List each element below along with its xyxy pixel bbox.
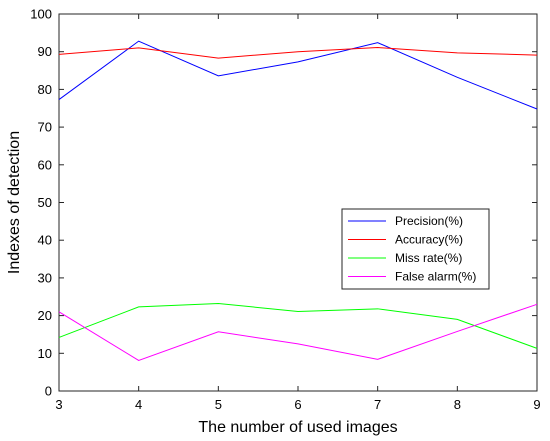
x-tick-label: 9 [533, 397, 540, 412]
y-tick-label: 30 [38, 270, 52, 285]
legend-label: Accuracy(%) [395, 233, 463, 247]
x-tick-label: 4 [135, 397, 142, 412]
legend-label: False alarm(%) [395, 270, 476, 284]
series-lines [58, 40, 538, 362]
x-tick-label: 8 [454, 397, 461, 412]
y-tick-label: 70 [38, 120, 52, 135]
y-tick-label: 0 [45, 384, 52, 399]
y-tick-label: 10 [38, 346, 52, 361]
x-axis-title: The number of used images [198, 419, 397, 436]
legend-label: Miss rate(%) [395, 251, 462, 265]
series-line-4 [58, 303, 538, 362]
x-tick-label: 3 [55, 397, 62, 412]
x-tick-label: 6 [294, 397, 301, 412]
legend-box [341, 208, 490, 290]
legend: Precision(%) Accuracy(%) Miss rate(%) False… [341, 208, 490, 290]
y-axis-title: Indexes of detection [6, 131, 23, 274]
y-tick-label: 50 [38, 195, 52, 210]
y-tick-label: 90 [38, 44, 52, 59]
y-tick-label: 100 [30, 7, 52, 22]
plot-frame [58, 13, 538, 392]
series-line-2 [58, 47, 538, 59]
series-line-1 [58, 40, 538, 110]
y-tick-label: 60 [38, 157, 52, 172]
x-tick-label: 7 [374, 397, 381, 412]
series-line-3 [58, 303, 538, 349]
y-tick-label: 80 [38, 82, 52, 97]
legend-label: Precision(%) [395, 214, 463, 228]
x-tick-label: 5 [215, 397, 222, 412]
y-tick-label: 20 [38, 308, 52, 323]
y-tick-label: 40 [38, 233, 52, 248]
